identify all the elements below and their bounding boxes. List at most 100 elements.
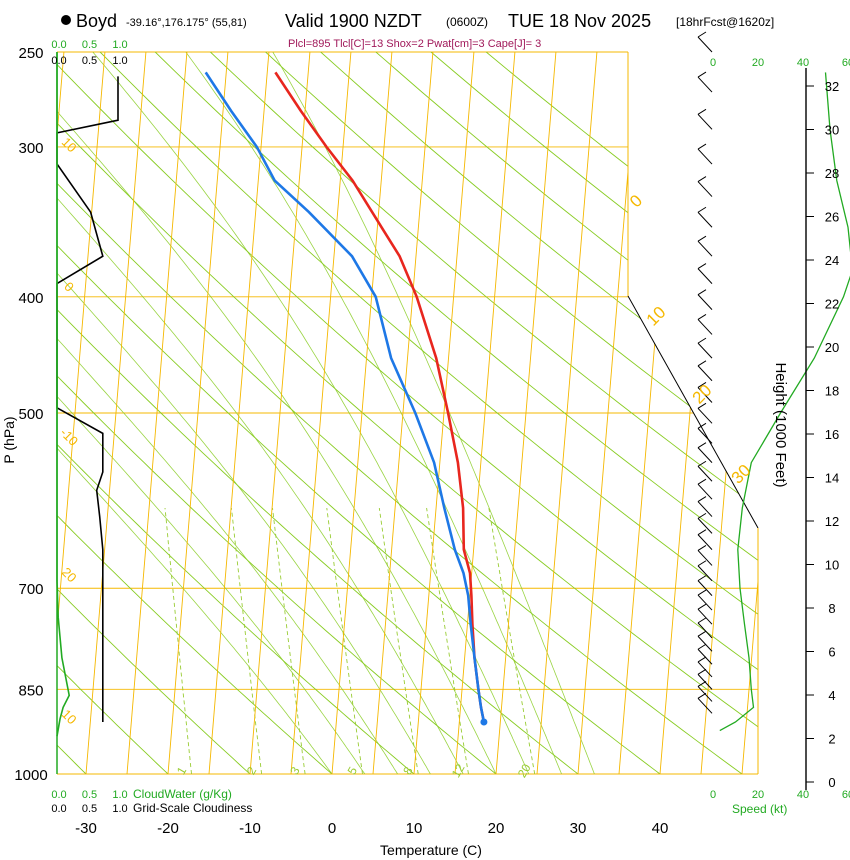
pressure-tick-label: 1000 [14,767,47,784]
dewpoint-line [204,71,486,723]
wind-barb-icon [697,268,713,284]
height-tick-label: 2 [828,732,835,747]
speed-tick-bottom: 40 [797,789,809,801]
wind-barb-flag-icon [697,143,707,150]
cloudiness-tick-bottom: 1.0 [112,803,127,815]
frame-diagonal [627,295,759,529]
height-tick-label: 28 [825,166,839,181]
cloudiness-label: Grid-Scale Cloudiness [133,801,252,815]
height-tick-label: 14 [825,471,839,486]
mixing-ratio-label: 12 [449,761,468,780]
wind-barb-icon [697,622,713,639]
moist-adiabat-line [272,52,595,774]
cloudwater-tick-bottom: 0.0 [51,789,66,801]
wind-barb-icon [697,294,713,310]
cloud-panel: 0.0 0.0 0.0 0.0 0.5 0.5 0.5 0.5 1.0 1.0 1.0 1.0 [51,39,127,815]
height-tick-label: 24 [825,253,839,268]
dry-adiabat-line [57,52,415,774]
cloudwater-tick-top: 0.5 [82,39,97,51]
isotherm-line [208,52,270,774]
temperature-tick-label: -10 [239,820,261,837]
mixing-ratio-label: 2 [244,764,260,777]
mixing-ratio-label: 20 [515,761,534,780]
isotherm-label: 0 [626,191,646,211]
dry-adiabat-line [460,52,758,774]
wind-barb-flag-icon [697,617,707,624]
moist-adiabat-line [57,52,333,774]
wind-barb-icon [697,428,713,444]
y-axis-title: P (hPa) [1,416,17,463]
location-name: Boyd [76,11,117,31]
wind-barb-flag-icon [697,603,707,610]
height-tick-label: 18 [825,384,839,399]
wind-barb-icon [697,342,713,359]
height-tick-label: 22 [825,297,839,312]
mixing-ratio-line [164,507,192,774]
pressure-tick-label: 700 [18,581,43,598]
wind-barb-flag-icon [697,442,707,449]
temperature-tick-label: 30 [570,820,587,837]
dry-adiabat-line [57,52,497,774]
isotherm-line [85,52,147,774]
height-tick-label: 32 [825,79,839,94]
wind-barb-flag-icon [697,31,707,38]
wind-barb-icon [697,76,713,93]
cloudiness-line [56,76,119,722]
dry-adiabat-line [187,52,758,774]
mixing-ratio-line [488,507,536,774]
isotherm-label: 20 [689,381,716,408]
speed-tick-top: 60 [842,57,850,69]
height-tick-label: 12 [825,514,839,529]
moist-adiabat-line [57,52,464,774]
wind-barb-flag-icon [697,630,707,637]
isotherm-line [454,52,516,774]
location-marker-icon [61,15,71,25]
cloudwater-tick-top: 0.0 [51,39,66,51]
height-tick-label: 30 [825,123,839,138]
speed-label: Speed (kt) [732,802,787,816]
cloudiness-tick-top: 0.0 [51,55,66,67]
cloudiness-tick-top: 0.5 [82,55,97,67]
wind-barb-flag-icon [697,235,707,242]
wind-barb-flag-icon [697,71,707,78]
dry-adiabat-line [242,52,758,774]
wind-barb-flag-icon [697,176,707,183]
wind-barb-flag-icon [697,382,707,388]
wind-barb-flag-icon [697,512,707,519]
cloudwater-label: CloudWater (g/Kg) [133,787,232,801]
wind-barb-flag-icon [697,360,707,367]
wind-barb-flag-icon [697,289,707,296]
dry-adiabat-line [57,52,758,774]
isotherm-line [290,52,352,774]
dry-adiabat-line [57,52,743,774]
forecast-info: [18hrFcst@1620z] [676,15,774,29]
wind-barb-icon [697,550,713,566]
dry-adiabat-line [133,52,758,774]
height-tick-label: 16 [825,427,839,442]
wind-barb-flag-icon [697,478,707,485]
speed-tick-top: 40 [797,57,809,69]
wind-barb-icon [697,240,713,257]
wind-barb-icon [697,594,713,611]
pressure-tick-label: 850 [18,682,43,699]
wind-barb-flag-icon [697,108,707,115]
temperature-tick-label: 40 [652,820,669,837]
isotherm-line [331,52,393,774]
mixing-ratio-line [272,507,306,774]
cloudwater-tick-bottom: 1.0 [112,789,127,801]
wind-barb-flag-icon [697,589,707,596]
wind-barb-icon [697,483,713,500]
mixing-ratio-label: 8 [400,764,416,777]
speed-tick-top: 20 [752,57,764,69]
isotherm-line [57,52,106,774]
wind-barb-flag-icon [697,575,707,582]
mixing-ratio-label: 5 [345,764,361,777]
height-tick-label: 6 [828,645,835,660]
moist-adiabats [57,52,595,774]
cloudwater-tick-bottom: 0.5 [82,789,97,801]
moist-adiabat-line [92,52,530,774]
moist-adiabat-line [185,52,562,774]
height-tick-label: 20 [825,340,839,355]
wind-barb-icon [697,580,713,596]
wind-barb-flag-icon [697,263,707,270]
